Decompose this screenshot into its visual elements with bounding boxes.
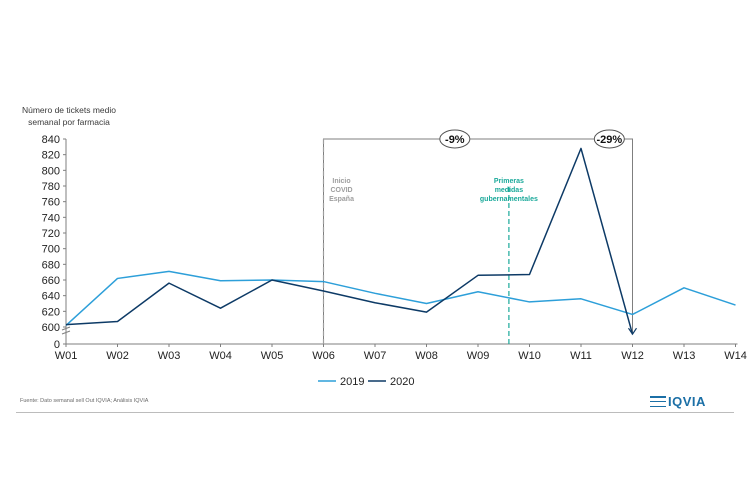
axis-break-mark [61, 326, 71, 335]
x-tick-label: W07 [364, 350, 387, 362]
x-tick-label: W06 [312, 350, 335, 362]
y-tick-label: 760 [42, 197, 60, 209]
annotation-bracket [323, 138, 633, 344]
y-tick-label: 800 [42, 165, 60, 177]
logo-text: IQVIA [668, 394, 706, 409]
x-tick-label: W09 [467, 350, 490, 362]
y-tick-label: 720 [42, 228, 60, 240]
logo-mark-icon [650, 396, 666, 407]
change-9-label: -9% [445, 134, 465, 146]
iqvia-logo: IQVIA [650, 394, 706, 409]
x-tick-label: W11 [570, 350, 592, 362]
x-tick-label: W04 [209, 350, 232, 362]
y-tick-label: 840 [42, 134, 60, 146]
series-line-2020 [65, 147, 634, 335]
covid-annotation-line: COVID [330, 187, 352, 194]
measures-annotation-line: gubernamentales [480, 196, 538, 203]
line-chart: 0 600 620 640 660 680 700 720 740 760 780 800 820 840… [42, 129, 747, 388]
y-tick-label: 620 [42, 306, 60, 318]
x-tick-label: W08 [415, 350, 438, 362]
x-tick-label: W13 [673, 350, 696, 362]
y-tick-label: 740 [42, 212, 60, 224]
x-tick-label: W10 [518, 350, 541, 362]
source-note: Fuente: Dato semanal sell Out IQVIA; Aná… [20, 398, 149, 404]
y-tick-label: 780 [42, 181, 60, 193]
covid-annotation-line: España [329, 196, 354, 203]
change-29-bubble [593, 129, 625, 149]
y-tick-label: 0 [54, 339, 60, 351]
change-29-label: -29% [596, 134, 622, 146]
series-line-2019 [65, 270, 736, 326]
legend-label-2019: 2019 [340, 376, 364, 388]
y-tick-label: 700 [42, 244, 60, 256]
y-tick-label: 600 [42, 322, 60, 334]
change-9-bubble [439, 129, 471, 149]
y-tick-label: 680 [42, 259, 60, 271]
x-tick-label: W12 [621, 350, 644, 362]
legend-label-2020: 2020 [390, 376, 414, 388]
measures-annotation-line: Primeras [494, 178, 524, 185]
footer-divider [16, 412, 734, 413]
x-tick-label: W02 [106, 350, 129, 362]
x-tick-label: W14 [724, 350, 747, 362]
y-tick-label: 640 [42, 291, 60, 303]
covid-annotation-line: Inicio [332, 178, 350, 185]
x-tick-label: W01 [55, 350, 78, 362]
y-tick-label: 660 [42, 275, 60, 287]
x-tick-label: W03 [158, 350, 181, 362]
x-tick-label: W05 [261, 350, 284, 362]
measures-annotation-line: medidas [495, 187, 524, 194]
y-tick-label: 820 [42, 150, 60, 162]
y-axis-title: Número de tickets medio semanal por farm… [21, 105, 116, 127]
